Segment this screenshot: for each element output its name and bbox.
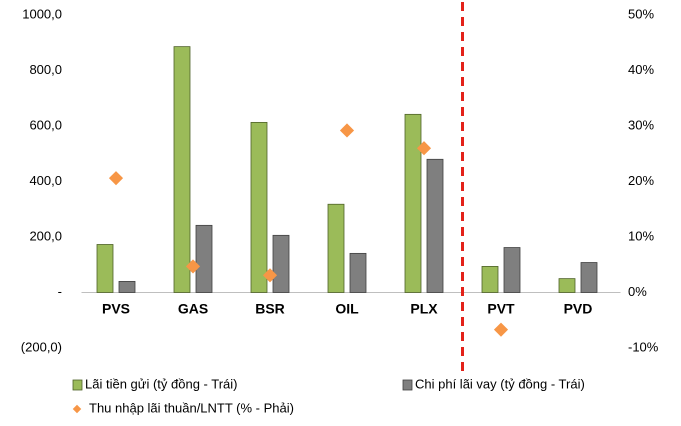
y2-tick-label: -10% <box>628 339 659 354</box>
y-tick-label: (200,0) <box>21 339 62 354</box>
x-tick-label: BSR <box>255 301 285 317</box>
bar <box>349 252 367 293</box>
bar <box>250 121 268 293</box>
bar <box>195 224 213 293</box>
bar <box>118 280 136 293</box>
legend-marker <box>72 404 82 414</box>
y2-tick-label: 10% <box>628 228 654 243</box>
legend-label: Thu nhập lãi thuần/LNTT (% - Phải) <box>89 400 294 415</box>
marker <box>108 171 124 186</box>
bar <box>426 158 444 293</box>
bar <box>404 113 422 293</box>
y-tick-label: 400,0 <box>29 173 62 188</box>
x-tick-label: OIL <box>335 301 359 317</box>
marker <box>416 141 432 156</box>
y-tick-label: - <box>58 284 62 299</box>
y-tick-label: 800,0 <box>29 62 62 77</box>
y-tick-label: 1000,0 <box>22 6 62 21</box>
bar <box>558 278 576 293</box>
bar <box>173 46 191 293</box>
legend-label: Lãi tiền gửi (tỷ đồng - Trái) <box>85 376 238 391</box>
bar <box>327 203 345 293</box>
x-tick-label: PVT <box>487 301 515 317</box>
bar <box>272 234 290 293</box>
marker <box>185 259 201 274</box>
y2-tick-label: 0% <box>628 284 647 299</box>
y2-tick-label: 50% <box>628 6 654 21</box>
marker <box>262 268 278 283</box>
marker <box>339 123 355 138</box>
legend-swatch <box>72 379 83 391</box>
bar <box>96 244 114 293</box>
y2-tick-label: 40% <box>628 62 654 77</box>
bar <box>503 247 521 293</box>
y2-tick-label: 30% <box>628 117 654 132</box>
legend-swatch <box>402 379 413 391</box>
bar <box>580 262 598 293</box>
marker <box>493 322 509 337</box>
bar <box>481 266 499 293</box>
x-tick-label: PVD <box>564 301 593 317</box>
x-tick-label: PVS <box>102 301 130 317</box>
x-tick-label: GAS <box>178 301 208 317</box>
y-tick-label: 200,0 <box>29 228 62 243</box>
x-tick-label: PLX <box>410 301 438 317</box>
y-tick-label: 600,0 <box>29 117 62 132</box>
y2-tick-label: 20% <box>628 173 654 188</box>
legend-label: Chi phí lãi vay (tỷ đồng - Trái) <box>415 376 585 391</box>
